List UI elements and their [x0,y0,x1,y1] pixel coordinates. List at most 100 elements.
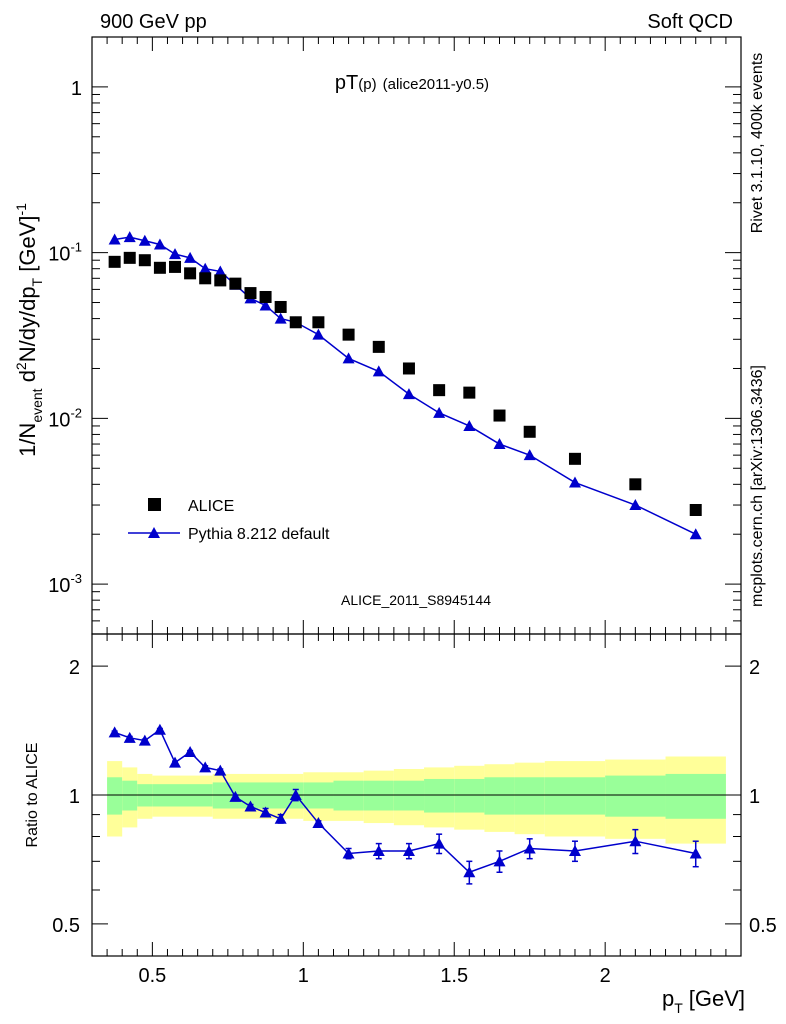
ratio-point [289,789,302,800]
axis-ticks [91,36,742,956]
data-point [274,300,287,313]
x-tick-label: 1.5 [440,965,468,987]
mc-point [568,476,581,488]
ylabel-f: T [29,277,45,286]
data-point [402,362,415,375]
title-sub: (p) [358,76,376,93]
legend-data-marker [148,498,161,511]
ratio-point [568,844,581,856]
ylabel-a: 1/N [15,423,40,457]
ratio-point [402,844,415,856]
ylabel-c: d [15,370,40,388]
mc-point [274,312,287,324]
xlabel-unit: [GeV] [689,986,745,1011]
data-point [259,290,272,303]
data-point [153,261,166,274]
x-tick-label: 0.5 [138,965,166,987]
mc-point [184,251,197,263]
data-point [229,277,242,290]
mc-point [138,234,151,246]
ratio-panel-marks [108,723,702,885]
ratio-band-inner [107,777,123,815]
plot-title: pT(p) (alice2011-y0.5) [335,72,489,94]
legend-mc-label: Pythia 8.212 default [188,526,330,543]
mc-point [108,233,121,245]
y-tick-label: 10-2 [48,405,82,431]
ratio-tick-label-right: 2 [749,657,760,679]
ratio-point [372,844,385,856]
title-tag: (alice2011-y0.5) [383,76,489,93]
ratio-point [108,726,121,738]
ratio-point [123,731,136,743]
ratio-band-inner [363,780,394,811]
mc-point [629,499,642,511]
xlabel-main: p [662,986,674,1011]
ratio-series-line [114,728,696,874]
ratio-point [214,764,227,776]
data-point [523,425,536,438]
x-axis-label: pT [GeV] [662,986,745,1016]
ratio-tick-label-right: 0.5 [749,915,777,937]
ratio-band-inner [544,777,606,815]
mc-point [523,449,536,461]
data-point [123,251,136,264]
data-point [493,409,506,422]
data-point [568,452,581,465]
ratio-band-inner [122,780,138,811]
mcplots-label: mcplots.cern.ch [arXiv:1306.3436] [749,365,766,607]
ylabel-h: -1 [13,203,29,216]
rivet-label: Rivet 3.1.10, 400k events [749,53,766,234]
data-point [244,287,257,300]
data-point [108,255,121,268]
xlabel-sub: T [674,1000,683,1016]
data-point [342,328,355,341]
ratio-point [169,756,182,768]
ratio-point [153,723,166,735]
ratio-point [523,842,536,854]
mc-point [123,231,136,243]
mc-point [153,238,166,250]
ratio-point [184,746,197,758]
header-left: 900 GeV pp [100,11,207,33]
data-point [138,254,151,267]
ratio-band-inner [393,780,425,811]
mc-point [342,352,355,364]
ratio-point [342,847,355,859]
ratio-point [629,835,642,847]
ratio-point [689,847,702,859]
mc-point [402,388,415,400]
x-tick-label: 2 [600,965,611,987]
data-point [433,384,446,397]
data-point [199,272,212,285]
mc-point [259,299,272,311]
y-tick-label: 10-1 [48,240,82,266]
ratio-band-inner [333,780,364,811]
ratio-band-inner [605,775,666,817]
legend: ALICE Pythia 8.212 default [128,498,330,543]
ratio-point [274,812,287,824]
mc-point [493,438,506,450]
ratio-point [433,837,446,849]
mc-point [312,328,325,340]
ratio-y-label: Ratio to ALICE [24,743,41,848]
main-panel-marks [108,231,702,540]
ratio-band-inner [665,773,726,819]
ratio-tick-label-left: 1 [69,786,80,808]
ylabel-e: N/dy/dp [15,286,40,362]
ratio-point [229,790,242,802]
mc-point [433,406,446,418]
mc-series-line [114,236,697,535]
ratio-point [138,734,151,746]
ratio-point [259,806,272,818]
mc-point [214,265,227,277]
ratio-tick-label-left: 2 [69,657,80,679]
ratio-point [493,855,506,867]
data-point [312,316,325,329]
ratio-tick-label-left: 0.5 [52,915,80,937]
y-tick-label: 10-3 [48,571,82,597]
mc-point [169,248,182,260]
mc-point [372,365,385,377]
legend-data-label: ALICE [188,498,234,515]
mc-point [689,528,702,540]
